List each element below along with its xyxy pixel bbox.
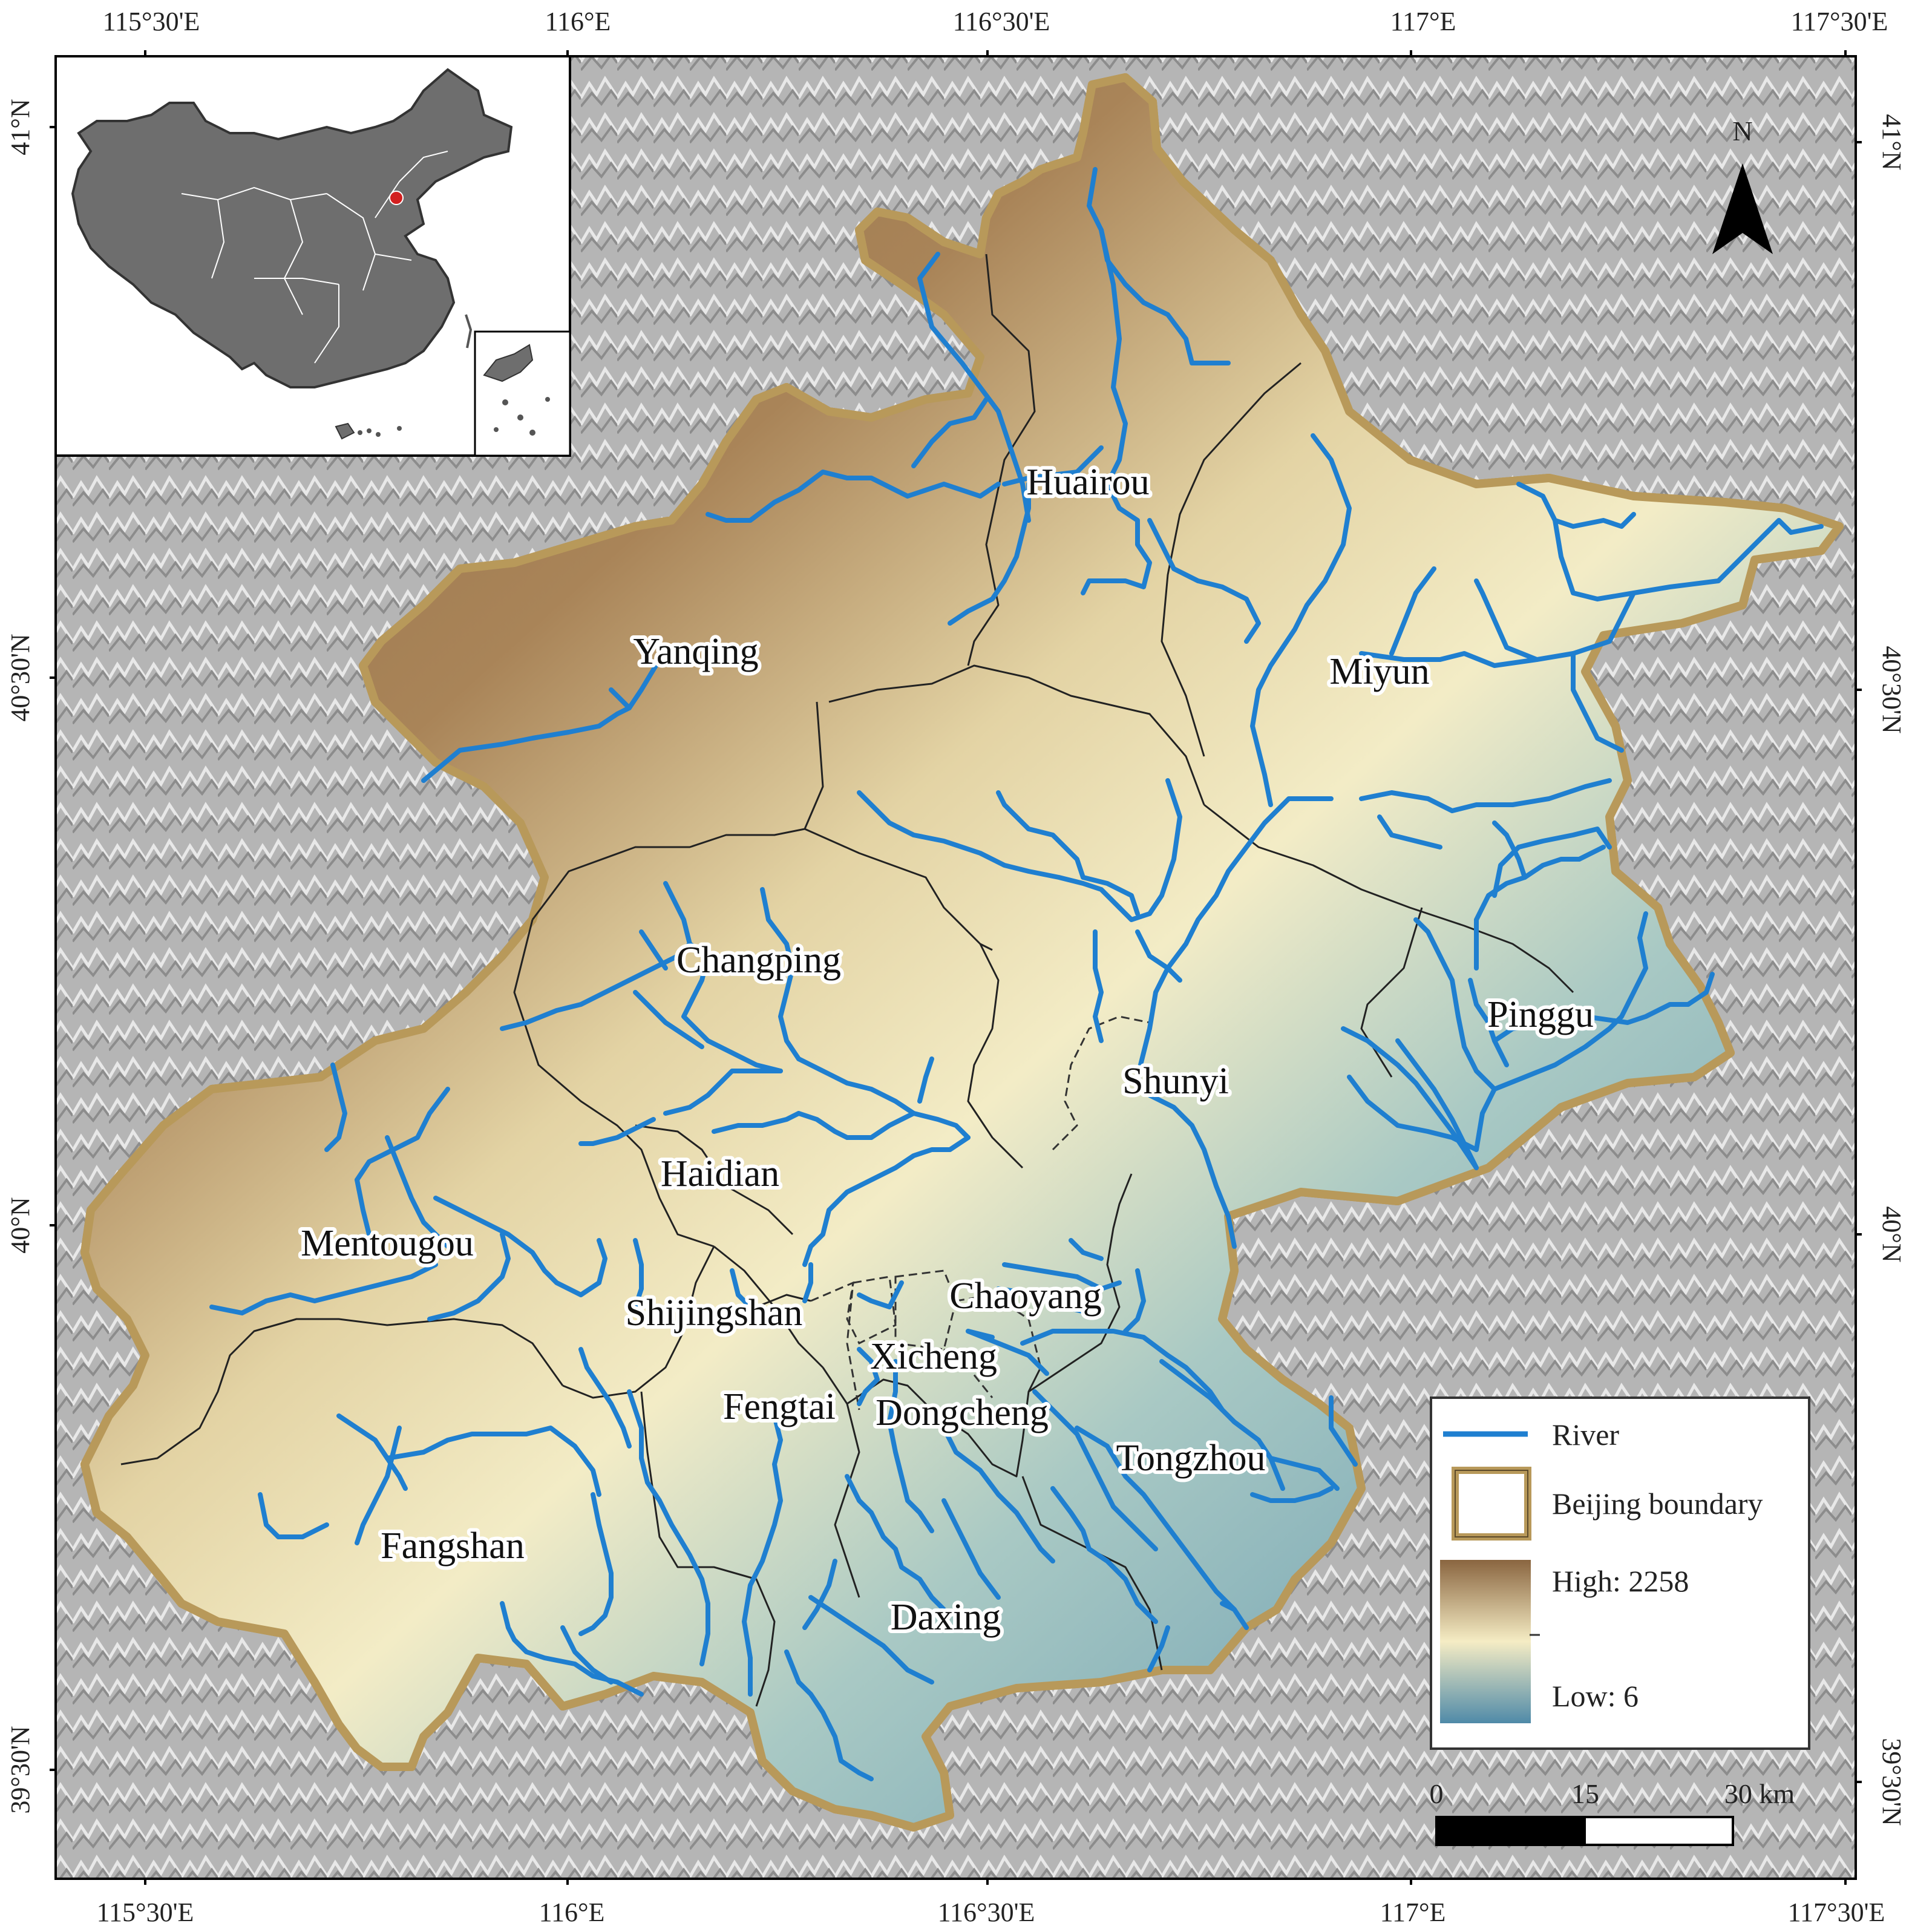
lat-label-right-3: 39°30'N [1877,1738,1907,1826]
district-label-dongcheng: Dongcheng [876,1392,1049,1433]
district-label-shijingshan: Shijingshan [626,1292,803,1334]
legend-low-label: Low: 6 [1552,1679,1639,1713]
lon-label-top-0: 115°30'E [103,7,200,36]
lat-label-left-3: 39°30'N [5,1726,35,1813]
district-label-changping: Changping [676,940,841,981]
legend-river-label: River [1552,1418,1619,1452]
scale-label-15: 15 [1571,1778,1599,1809]
lon-label-bottom-0: 115°30'E [97,1898,194,1927]
china-mainland [71,68,513,388]
district-labels: Huairou Yanqing Miyun Changping Pinggu S… [297,458,1597,1642]
legend: River Beijing boundary High: 2258 Low: 6 [1430,1397,1810,1750]
district-label-shunyi: Shunyi [1122,1061,1229,1102]
beijing-location-marker [389,191,404,205]
coordinate-labels: 115°30'E 116°E 116°30'E 117°E 117°30'E 1… [5,7,1907,1927]
lat-label-left-1: 40°30'N [5,634,35,721]
lon-label-top-1: 116°E [545,7,611,36]
lat-label-left-2: 40°N [5,1197,35,1253]
scale-bar: 0 15 30 km [1430,1778,1795,1846]
lon-label-top-3: 117°E [1390,7,1456,36]
district-label-tongzhou: Tongzhou [1116,1438,1265,1479]
china-inset [54,55,571,457]
district-label-chaoyang: Chaoyang [949,1275,1101,1317]
legend-high-label: High: 2258 [1552,1564,1689,1598]
lon-label-bottom-2: 116°30'E [938,1898,1035,1927]
lon-label-bottom-3: 117°E [1380,1898,1446,1927]
lat-label-right-1: 40°30'N [1877,646,1907,733]
lon-label-bottom-4: 117°30'E [1788,1898,1885,1927]
district-label-daxing: Daxing [891,1597,1001,1638]
district-label-mentougou: Mentougou [301,1223,474,1264]
district-label-fangshan: Fangshan [381,1525,525,1567]
legend-boundary-label: Beijing boundary [1552,1487,1763,1521]
district-label-fengtai: Fengtai [723,1386,836,1427]
district-label-miyun: Miyun [1329,651,1429,692]
lon-label-top-2: 116°30'E [953,7,1050,36]
lon-label-top-4: 117°30'E [1791,7,1888,36]
scale-label-30: 30 km [1724,1778,1795,1809]
inner-district-boundaries [810,1015,1150,1410]
north-arrow: N [1712,116,1773,254]
district-label-pinggu: Pinggu [1487,994,1594,1035]
district-label-huairou: Huairou [1026,462,1149,503]
north-arrow-label: N [1732,116,1752,146]
lat-label-right-0: 41°N [1877,114,1907,170]
district-label-yanqing: Yanqing [633,631,758,672]
district-label-haidian: Haidian [661,1153,779,1194]
lat-label-right-2: 40°N [1877,1206,1907,1262]
scale-label-0: 0 [1430,1778,1444,1809]
elevation-color-ramp [1440,1560,1531,1723]
district-label-xicheng: Xicheng [870,1336,997,1377]
lon-label-bottom-1: 116°E [539,1898,605,1927]
lat-label-left-0: 41°N [5,99,35,155]
river-network [209,167,1824,1781]
